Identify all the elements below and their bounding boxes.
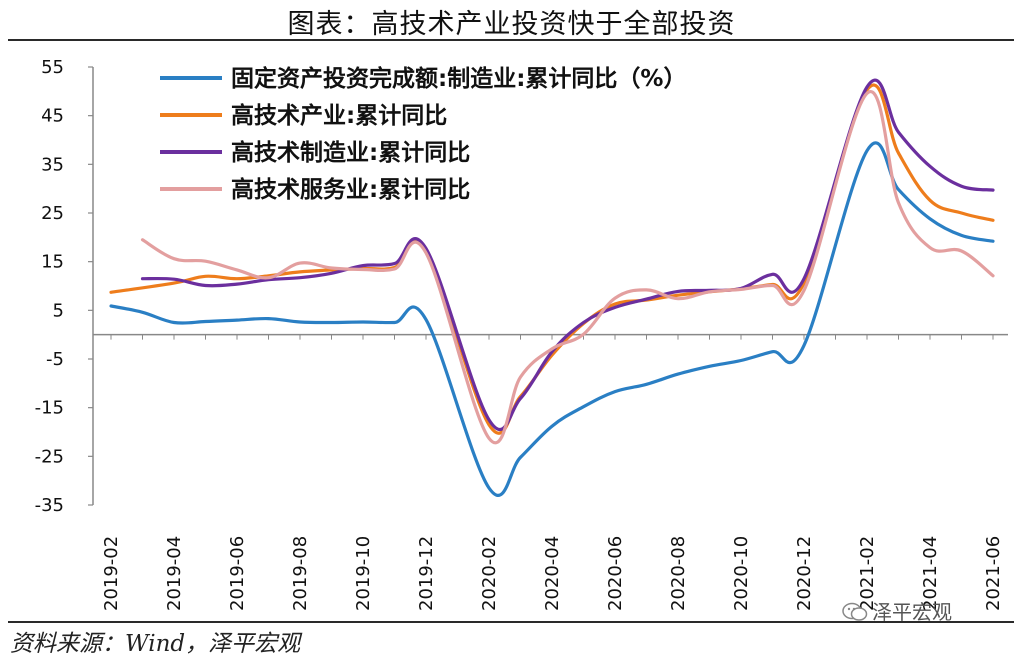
x-tick-label: 2020-06 <box>605 536 626 611</box>
y-tick-label: -5 <box>46 349 64 370</box>
x-tick-label: 2019-12 <box>416 536 437 611</box>
legend-label-0: 固定资产投资完成额:制造业:累计同比（%） <box>231 65 686 92</box>
watermark-text: 泽平宏观 <box>872 600 952 624</box>
x-tick-label: 2019-10 <box>353 536 374 611</box>
x-tick-label: 2021-04 <box>920 536 941 611</box>
y-tick-label: -25 <box>35 446 64 467</box>
legend-label-1: 高技术产业:累计同比 <box>231 102 447 129</box>
x-tick-label: 2020-10 <box>731 536 752 611</box>
title-rule <box>8 39 1014 41</box>
y-axis-ticks: 55 45 35 25 15 5 -5 -15 -25 -35 <box>35 57 93 516</box>
x-tick-label: 2020-08 <box>668 536 689 611</box>
legend: 固定资产投资完成额:制造业:累计同比（%） 高技术产业:累计同比高技术制造业:累计… <box>160 65 686 203</box>
wechat-icon <box>842 602 868 622</box>
legend-label-2: 高技术制造业:累计同比 <box>231 139 470 166</box>
x-tick-label: 2019-08 <box>290 536 311 611</box>
chart-title: 图表：高技术产业投资快于全部投资 <box>287 9 736 40</box>
x-tick-label: 2020-12 <box>794 536 815 611</box>
source-note: 资料来源：Wind，泽平宏观 <box>10 631 301 657</box>
series-line-0 <box>109 141 995 497</box>
bottom-rule <box>8 621 1014 623</box>
x-tick-label: 2021-06 <box>983 536 1004 611</box>
y-tick-label: 25 <box>41 203 64 224</box>
x-tick-label: 2020-02 <box>479 536 500 611</box>
series-line-1 <box>109 83 995 435</box>
y-tick-label: 5 <box>53 300 64 321</box>
series-line-3 <box>140 89 995 445</box>
y-tick-label: 55 <box>41 57 64 78</box>
series-lines <box>109 78 995 497</box>
y-tick-label: -15 <box>35 398 64 419</box>
x-tick-label: 2021-02 <box>857 536 878 611</box>
series-line-2 <box>140 78 995 432</box>
y-tick-label: 45 <box>41 106 64 127</box>
legend-label-3: 高技术服务业:累计同比 <box>231 176 470 203</box>
y-tick-label: 15 <box>41 252 64 273</box>
y-tick-label: 35 <box>41 154 64 175</box>
x-tick-label: 2020-04 <box>542 536 563 611</box>
watermark: 泽平宏观 <box>842 596 952 625</box>
x-axis-ticks: 2019-02 2019-04 2019-06 2019-08 2019-10 2019-… <box>101 334 1004 611</box>
y-tick-label: -35 <box>35 495 64 516</box>
x-tick-label: 2019-06 <box>227 536 248 611</box>
chart-axes <box>92 67 1008 505</box>
x-tick-label: 2019-04 <box>164 536 185 611</box>
x-tick-label: 2019-02 <box>101 536 122 611</box>
